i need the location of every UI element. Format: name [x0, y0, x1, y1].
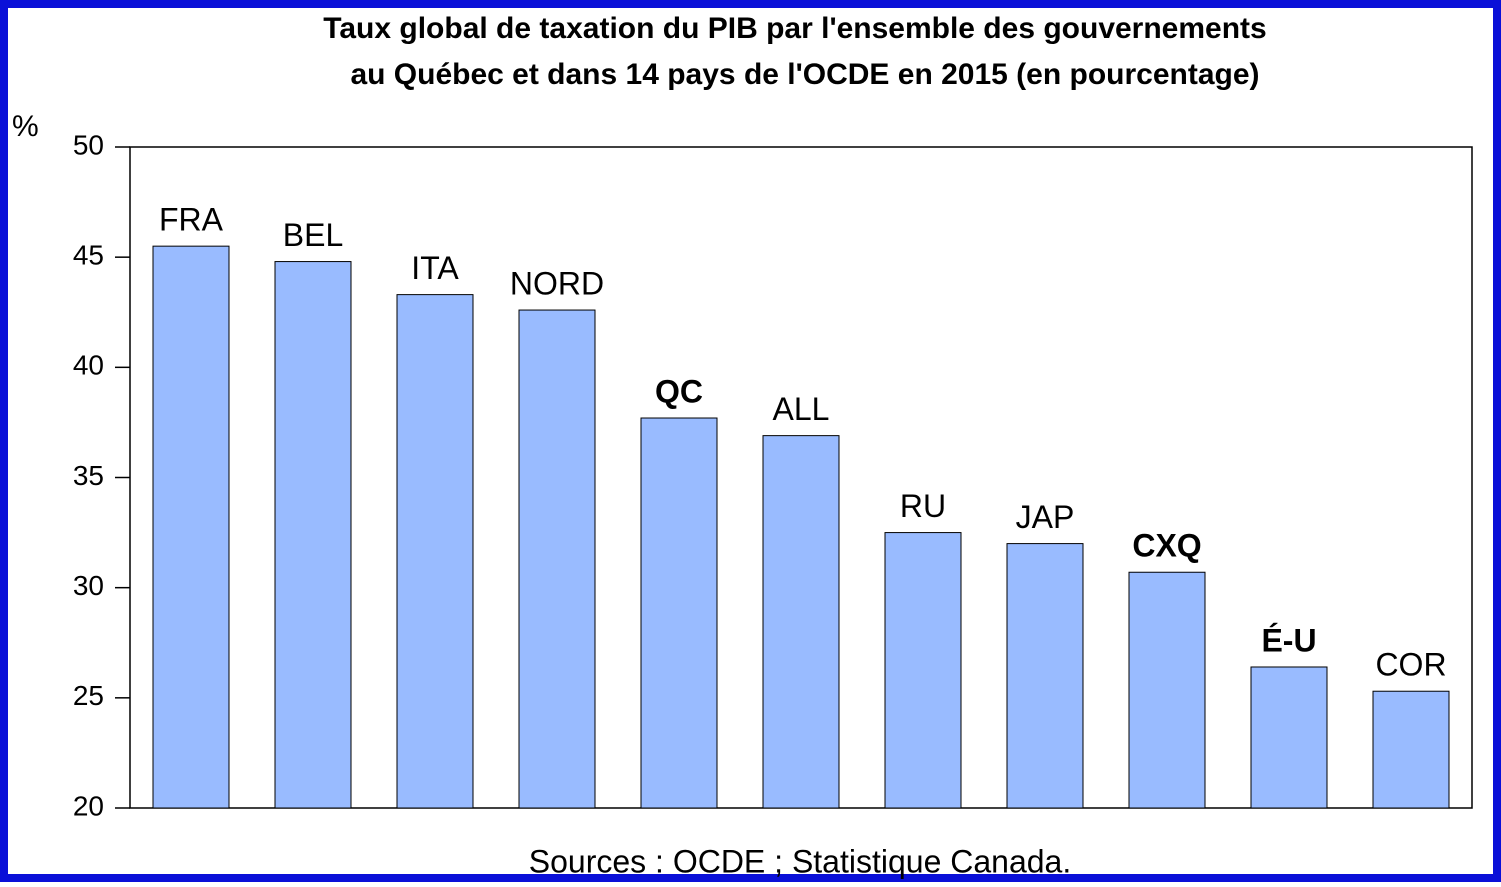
bar: [396, 294, 474, 809]
chart-title: au Québec et dans 14 pays de l'OCDE en 2…: [350, 58, 1259, 91]
bar: [1250, 666, 1328, 809]
y-tick-label: 25: [73, 680, 104, 711]
bar-label: BEL: [283, 217, 343, 253]
bar: [1372, 690, 1450, 809]
bar: [1006, 543, 1084, 809]
bar: [152, 245, 230, 809]
y-tick-label: 20: [73, 790, 104, 821]
bar: [884, 532, 962, 809]
bar: [640, 417, 718, 809]
chart-title: Taux global de taxation du PIB par l'ens…: [323, 12, 1266, 45]
bar: [274, 261, 352, 809]
bar-label: CXQ: [1132, 528, 1201, 564]
y-tick-label: 40: [73, 350, 104, 381]
bar: [1128, 571, 1206, 809]
bar-label: JAP: [1016, 499, 1075, 535]
y-tick-label: 30: [73, 570, 104, 601]
y-tick-label: 35: [73, 460, 104, 491]
bar: [762, 435, 840, 809]
bar: [518, 309, 596, 809]
bar-label: FRA: [159, 202, 224, 238]
bar-label: ITA: [411, 250, 459, 286]
y-tick-label: 50: [73, 129, 104, 160]
bar-label: RU: [900, 488, 946, 524]
bar-label: ALL: [773, 391, 830, 427]
bar-label: É-U: [1261, 622, 1316, 658]
source-note: Sources : OCDE ; Statistique Canada.: [529, 843, 1071, 879]
bar-label: QC: [655, 373, 703, 409]
y-tick-label: 45: [73, 240, 104, 271]
bar-label: COR: [1375, 647, 1446, 683]
y-axis-label: %: [12, 110, 39, 143]
bar-label: NORD: [510, 265, 604, 301]
